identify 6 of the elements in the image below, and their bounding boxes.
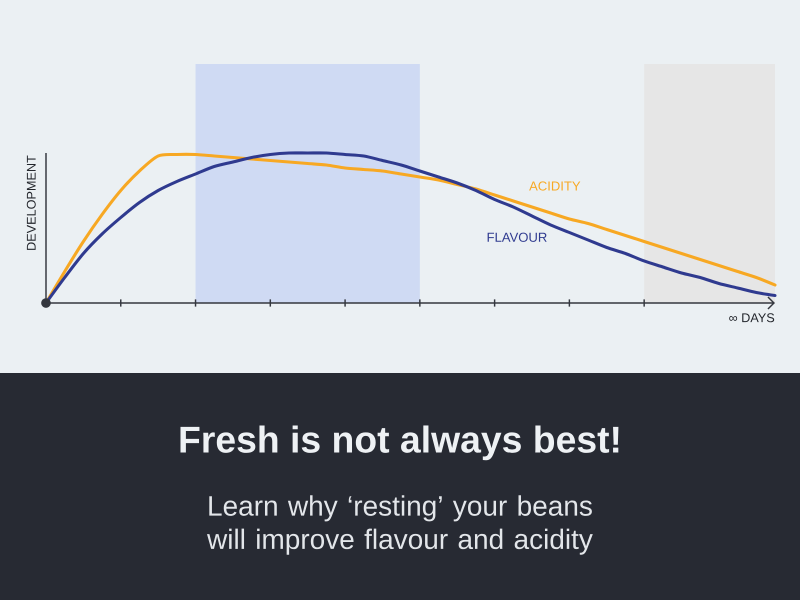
series-label: ACIDITY [529, 181, 580, 191]
y-axis-title: DEVELOPMENT [26, 156, 36, 250]
x-axis-title: ∞ DAYS [729, 313, 774, 322]
series-label: FLAVOUR [488, 232, 547, 242]
text: Fresh is not always best! [180, 425, 618, 460]
text: Learn why ‘resting’ your beans will improve flavour and acidity [207, 495, 593, 555]
